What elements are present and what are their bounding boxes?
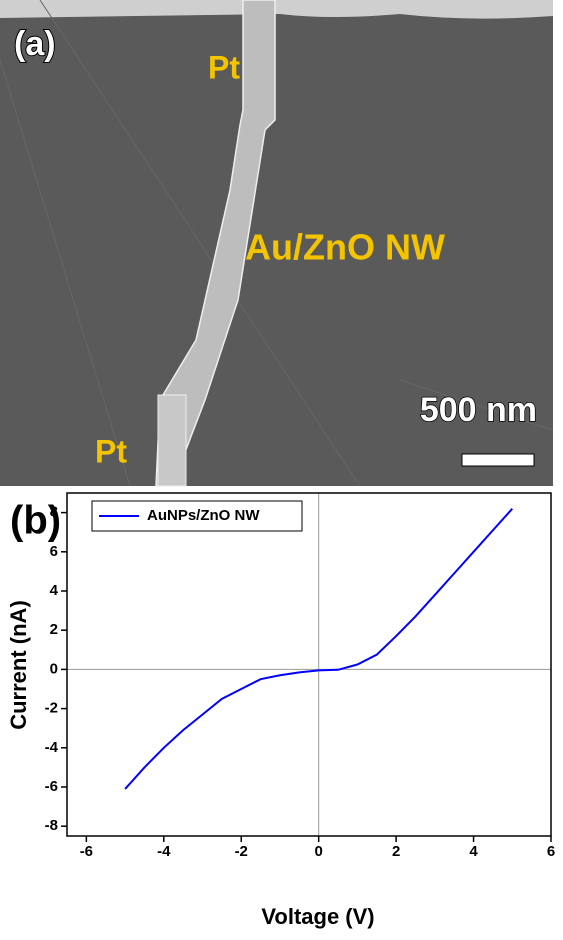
x-tick-label: 4 xyxy=(469,843,478,860)
scale-bar-label: 500 nm xyxy=(420,391,537,429)
x-axis-title: Voltage (V) xyxy=(261,904,374,929)
x-tick-label: 2 xyxy=(392,843,400,860)
y-tick-label: 0 xyxy=(50,660,58,677)
x-tick-label: 0 xyxy=(315,843,323,860)
legend-label: AuNPs/ZnO NW xyxy=(147,507,260,524)
nanowire-label: Au/ZnO NW xyxy=(245,227,445,268)
y-tick-label: -8 xyxy=(45,817,58,834)
y-tick-label: 4 xyxy=(50,582,59,599)
plot-frame xyxy=(67,493,551,836)
figure: (a) Pt Au/ZnO NW Pt 500 nm (b) Voltage (… xyxy=(0,0,563,935)
bottom-electrode xyxy=(158,395,186,486)
electrode-label: Pt xyxy=(208,49,240,85)
y-tick-label: 6 xyxy=(50,543,58,560)
x-tick-label: -6 xyxy=(80,843,93,860)
y-tick-label: -6 xyxy=(45,778,58,795)
y-axis-title: Current (nA) xyxy=(6,600,31,730)
sem-image: (a) Pt Au/ZnO NW Pt 500 nm xyxy=(0,0,553,486)
page: {"image_panel": {"label": "(a)", "top_la… xyxy=(0,0,563,935)
y-tick-label: -2 xyxy=(45,700,58,717)
y-tick-label: 8 xyxy=(50,504,58,521)
y-tick-label: 2 xyxy=(50,621,58,638)
panel-label: (a) xyxy=(14,25,56,63)
scale-bar xyxy=(462,454,534,466)
x-tick-label: 6 xyxy=(547,843,555,860)
x-tick-label: -4 xyxy=(157,843,171,860)
electrode-label: Pt xyxy=(95,433,127,469)
y-tick-label: -4 xyxy=(45,739,59,756)
x-tick-label: -2 xyxy=(235,843,248,860)
